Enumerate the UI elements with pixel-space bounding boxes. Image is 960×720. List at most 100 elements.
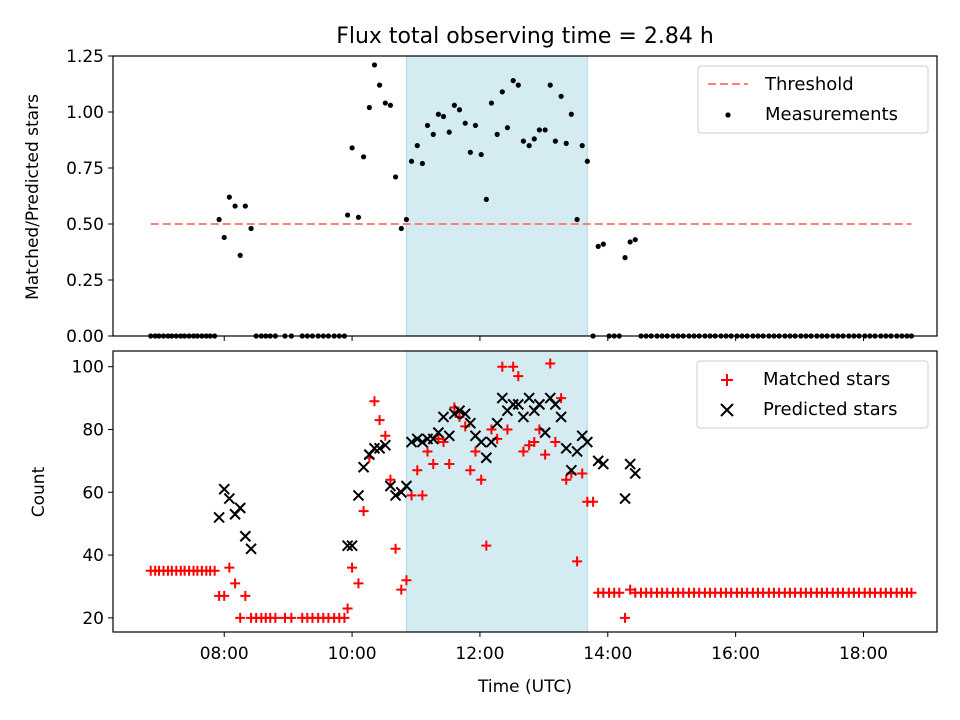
predicted-star-point [517,411,530,423]
x-axis-label: Time (UTC) [477,677,572,697]
bottom-x-tick-label: 10:00 [328,644,377,664]
matched-star-point [240,590,251,601]
measurement-point [499,89,505,95]
bottom-x-tick-label: 12:00 [455,644,504,664]
predicted-star-point [453,404,466,417]
matched-star-point [545,358,556,369]
predicted-star-point [411,433,423,445]
matched-star-point [428,459,439,470]
predicted-star-point [389,489,402,502]
predicted-stars-legend-swatch [720,403,734,417]
matched-star-point [481,540,492,551]
top-y-tick-label: 0.25 [66,271,104,291]
matched-star-point [486,424,497,435]
threshold-legend-label: Threshold [764,74,854,95]
matched-star-point [502,424,513,435]
measurement-point [462,120,468,126]
predicted-star-point [341,539,354,552]
matched-star-point [588,496,599,507]
predicted-star-point [533,398,546,411]
predicted-star-point [234,502,246,514]
measurement-point [526,143,532,149]
matched-star-point [406,490,417,501]
matched-star-point [390,543,401,554]
predicted-star-point [629,467,641,480]
matched-star-point [508,361,519,372]
bottom-x-tick-label: 14:00 [583,644,632,664]
measurement-point [430,131,436,137]
top-y-tick-label: 0.00 [66,327,104,347]
predicted-star-point [597,458,610,470]
measurement-point [483,196,489,202]
measurement-point [536,127,542,133]
bottom-series-predicted-stars [213,392,641,555]
measurement-point [419,160,425,167]
predicted-star-point [405,436,418,448]
predicted-star-point [346,539,358,552]
measurement-point [558,93,564,99]
measurement-point [355,214,362,220]
measurement-point [478,151,484,158]
bottom-panel: 20 40 60 80 100 08:00 10:00 12:00 14:00 16:00 18:0… [72,350,938,664]
predicted-star-point [223,492,236,505]
measurement-point [520,138,527,144]
measurement-point [542,127,548,133]
matched-star-point [540,449,551,460]
predicted-star-point [565,464,578,477]
predicted-star-point [373,442,386,455]
measurement-point [435,111,441,117]
measurement-point [467,149,473,155]
measurement-point [242,203,248,209]
predicted-star-point [581,436,594,448]
predicted-star-point [619,492,631,505]
measurement-point [547,82,553,88]
top-observing-span [405,55,588,337]
top-axes-frame [112,55,938,337]
matched-star-point [518,446,529,457]
matched-star-point [513,371,524,382]
matched-star-point [412,465,423,476]
measurement-point [494,131,500,137]
measurement-point [632,237,638,243]
measurement-point [488,100,495,106]
predicted-star-point [475,436,487,448]
matched-star-point [614,587,625,598]
matched-star-point [401,575,412,586]
matched-star-point [465,465,476,476]
top-legend: Threshold Measurements [697,65,929,134]
measurement-point [403,216,410,223]
measurements-legend-label: Measurements [765,104,898,125]
predicted-star-point [491,417,503,429]
measurement-point [627,239,633,245]
top-legend-box [697,65,929,134]
top-panel: 0.00 0.25 0.50 0.75 1.00 1.25 Threshold Measure… [66,47,938,347]
matched-star-point [369,396,380,407]
measurement-point [552,138,558,144]
top-y-tick-label: 1.25 [66,47,104,67]
measurement-point [387,102,394,108]
top-y-tick-label: 1.00 [66,103,104,123]
measurement-point [248,225,254,232]
measurement-point [456,107,463,113]
measurement-point [371,62,378,68]
predicted-star-point [213,511,225,524]
matched-stars-legend-swatch [721,374,733,386]
measurement-point [579,143,585,149]
predicted-star-point [379,439,392,451]
measurement-point [424,122,431,129]
measurement-point [376,82,383,88]
measurements-legend-swatch [725,112,731,118]
measurement-point [595,243,601,249]
top-y-axis-label: Matched/Predicted stars [23,94,43,300]
predicted-star-point [437,411,450,423]
measurement-point [232,203,238,209]
matched-star-point [561,474,572,485]
matched-star-point [339,612,350,623]
matched-star-point [476,474,487,485]
matched-star-point [529,437,540,448]
predicted-star-point [368,442,381,455]
measurement-point [531,136,537,142]
bottom-axes-frame [112,350,938,633]
measurement-point [574,216,580,223]
